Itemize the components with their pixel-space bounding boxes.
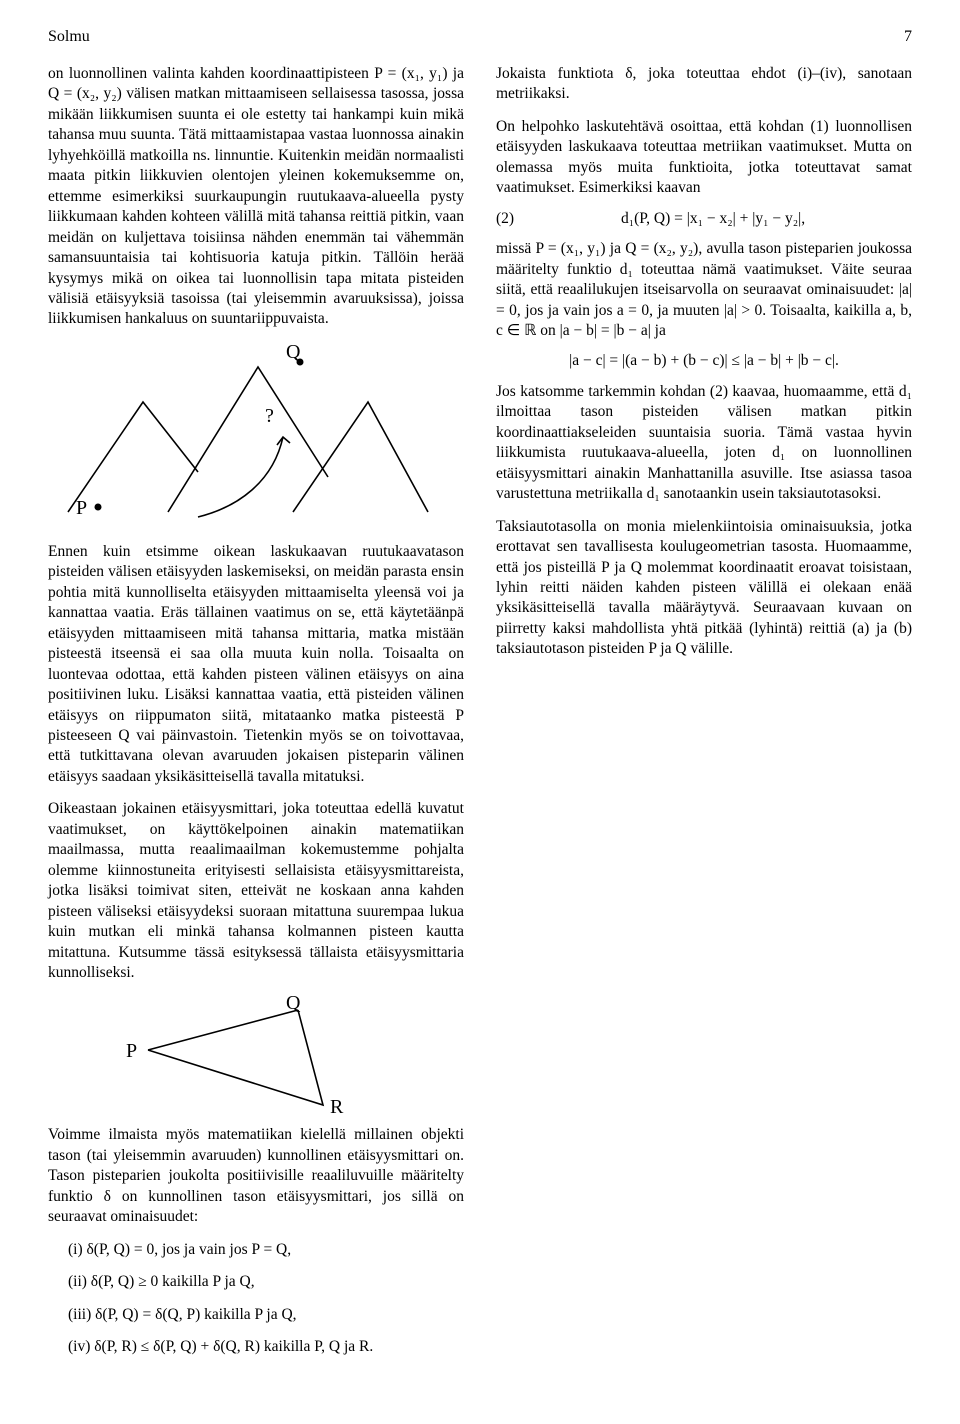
fig1-label-question: ? xyxy=(265,405,274,427)
fig2-label-q: Q xyxy=(286,995,301,1014)
fig1-label-p: P xyxy=(76,497,87,519)
fig1-label-q: Q xyxy=(286,342,301,363)
para-definition: Voimme ilmaista myös matematiikan kielel… xyxy=(48,1125,464,1227)
header-page-number: 7 xyxy=(904,28,912,46)
equation-2-number: (2) xyxy=(496,209,514,229)
figure-mountains: P Q ? xyxy=(48,342,464,532)
equation-triangle-ineq: |a − c| = |(a − b) + (b − c)| ≤ |a − b| … xyxy=(496,351,912,371)
equation-2: (2) d₁(P, Q) = |x₁ − x₂| + |y₁ − y₂|, xyxy=(496,209,912,229)
para-taxicab-properties: Taksiautotasolla on monia mielenkiintois… xyxy=(496,517,912,660)
para-intro: on luonnollinen valinta kahden koordinaa… xyxy=(48,64,464,330)
axiom-ii: (ii) δ(P, Q) ≥ 0 kaikilla P ja Q, xyxy=(68,1272,464,1292)
fig2-label-p: P xyxy=(126,1040,137,1062)
para-taxicab: Jos katsomme tarkemmin kohdan (2) kaavaa… xyxy=(496,382,912,505)
header-left: Solmu xyxy=(48,28,90,46)
axiom-iv: (iv) δ(P, R) ≤ δ(P, Q) + δ(Q, R) kaikill… xyxy=(68,1337,464,1357)
para-requirements: Ennen kuin etsimme oikean laskukaavan ru… xyxy=(48,542,464,787)
equation-2-body: d₁(P, Q) = |x₁ − x₂| + |y₁ − y₂|, xyxy=(621,210,805,227)
para-eq2-followup: missä P = (x₁, y₁) ja Q = (x₂, y₂), avul… xyxy=(496,239,912,341)
fig2-label-r: R xyxy=(330,1096,344,1115)
figure-triangle: P Q R xyxy=(108,995,464,1115)
para-metric: Jokaista funktiota δ, joka toteuttaa ehd… xyxy=(496,64,912,105)
para-kunnollinen: Oikeastaan jokainen etäisyysmittari, jok… xyxy=(48,799,464,983)
para-eq2-intro: On helpohko laskutehtävä osoittaa, että … xyxy=(496,117,912,199)
axiom-iii: (iii) δ(P, Q) = δ(Q, P) kaikilla P ja Q, xyxy=(68,1305,464,1325)
axiom-i: (i) δ(P, Q) = 0, jos ja vain jos P = Q, xyxy=(68,1240,464,1260)
